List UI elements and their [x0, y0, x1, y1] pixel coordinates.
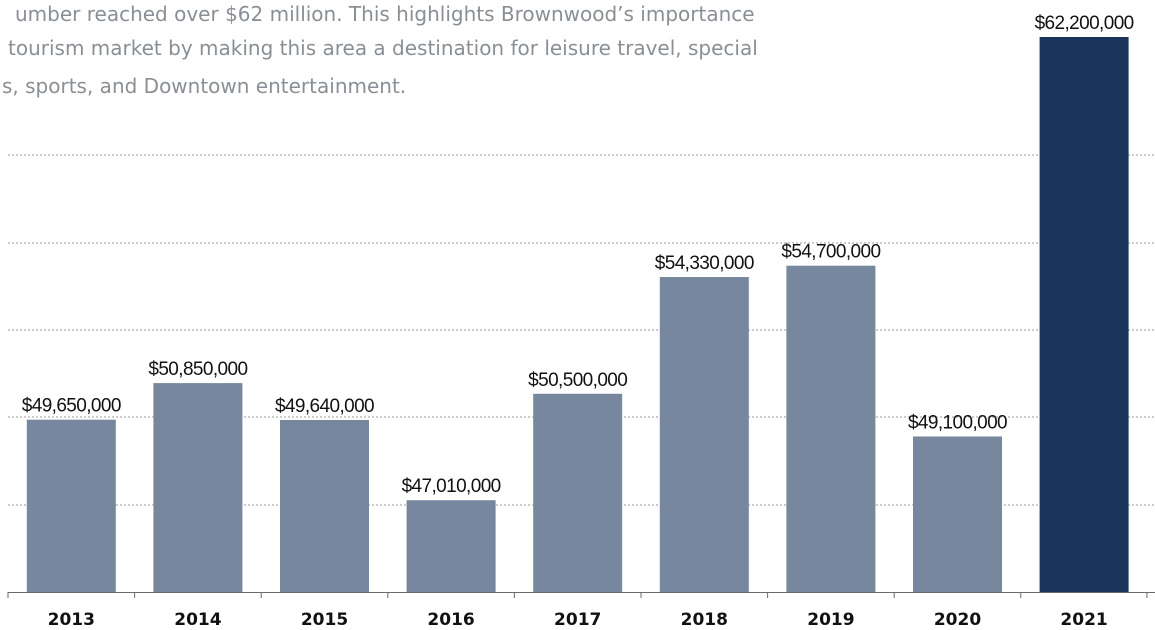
value-label-2020: $49,100,000 — [908, 412, 1007, 433]
value-labels: $49,650,000 $50,850,000 $49,640,000 $47,010… — [22, 13, 1134, 497]
bar-2020 — [913, 436, 1002, 592]
tick-label-2016: 2016 — [427, 610, 474, 630]
bar-2017 — [533, 393, 623, 592]
intro-line-1: umber reached over $62 million. This hig… — [15, 2, 755, 26]
tick-label-2014: 2014 — [174, 610, 221, 630]
value-label-2021: $62,200,000 — [1035, 13, 1134, 34]
bar-2018 — [659, 276, 749, 592]
tick-label-2021: 2021 — [1060, 610, 1107, 630]
bar-2016 — [406, 500, 496, 592]
value-label-2013: $49,650,000 — [22, 396, 121, 417]
tick-label-2013: 2013 — [48, 610, 95, 630]
x-axis — [7, 592, 1155, 598]
bar-2013 — [26, 419, 116, 592]
value-label-2016: $47,010,000 — [402, 476, 501, 497]
tick-label-2017: 2017 — [554, 610, 601, 630]
tick-label-2018: 2018 — [681, 610, 728, 630]
bar-2019 — [786, 265, 876, 592]
intro-line-3: s, sports, and Downtown entertainment. — [2, 74, 407, 98]
value-label-2015: $49,640,000 — [275, 396, 374, 417]
bar-2021 — [1039, 37, 1129, 592]
x-tick-labels: 2013 2014 2015 2016 2017 2018 2019 2020 2021 — [48, 610, 1108, 630]
tick-label-2015: 2015 — [301, 610, 348, 630]
bar-2015 — [280, 420, 369, 592]
value-label-2014: $50,850,000 — [148, 359, 247, 380]
value-label-2019: $54,700,000 — [781, 242, 880, 263]
intro-paragraph: umber reached over $62 million. This hig… — [0, 0, 900, 130]
tick-label-2020: 2020 — [934, 610, 981, 630]
intro-line-2: tourism market by making this area a des… — [8, 36, 758, 60]
value-label-2018: $54,330,000 — [655, 253, 754, 274]
bars — [26, 37, 1129, 592]
bar-2014 — [153, 383, 243, 592]
tick-label-2019: 2019 — [807, 610, 854, 630]
value-label-2017: $50,500,000 — [528, 370, 627, 391]
